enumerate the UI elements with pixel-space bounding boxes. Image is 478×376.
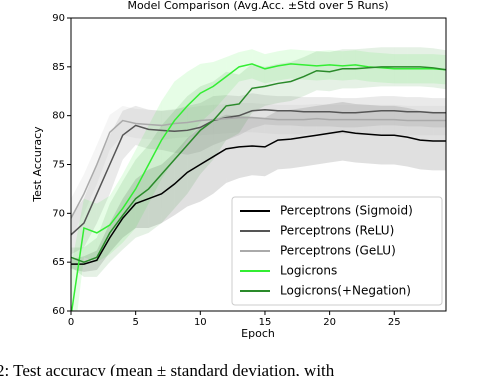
y-axis-label: Test Accuracy <box>31 126 44 203</box>
series-line <box>71 63 446 311</box>
x-tick-label: 20 <box>323 317 336 328</box>
std-band <box>122 159 136 250</box>
y-tick-label: 90 <box>52 13 65 24</box>
x-axis-label: Epoch <box>241 327 275 340</box>
std-band <box>239 63 253 134</box>
y-tick-label: 85 <box>52 62 65 73</box>
std-band <box>109 174 123 255</box>
std-band <box>213 95 227 145</box>
std-band <box>213 57 227 111</box>
y-tick-label: 75 <box>52 160 65 171</box>
legend-label: Perceptrons (GeLU) <box>280 244 396 258</box>
std-band <box>213 71 227 160</box>
series-line <box>71 109 446 236</box>
std-band <box>148 125 162 233</box>
y-tick-label: 65 <box>52 257 65 268</box>
std-band <box>187 127 201 207</box>
std-band <box>213 114 227 194</box>
legend-label: Perceptrons (ReLU) <box>280 224 394 238</box>
y-tick-label: 60 <box>52 306 65 317</box>
std-band <box>83 237 97 277</box>
std-band <box>109 105 123 150</box>
std-band <box>122 149 136 243</box>
legend-box <box>231 196 443 306</box>
x-tick-label: 25 <box>388 317 401 328</box>
std-band <box>174 138 188 216</box>
std-band <box>200 61 214 123</box>
x-tick-label: 0 <box>68 317 74 328</box>
chart-title: Model Comparison (Avg.Acc. ±Std over 5 R… <box>127 0 388 12</box>
std-band <box>252 63 265 113</box>
std-band <box>109 181 123 263</box>
std-band <box>226 52 240 97</box>
x-tick-label: 10 <box>194 317 207 328</box>
y-tick-label: 70 <box>52 208 65 219</box>
x-tick-label: 15 <box>259 317 272 328</box>
std-band <box>226 71 240 141</box>
std-band <box>200 81 214 175</box>
series-line <box>71 66 446 263</box>
legend-label: Logicrons(+Negation) <box>280 284 411 298</box>
std-band <box>96 203 110 277</box>
legend-label: Perceptrons (Sigmoid) <box>280 204 413 218</box>
std-band <box>239 93 253 136</box>
y-tick-label: 80 <box>52 111 65 122</box>
series-line <box>71 116 446 219</box>
std-band <box>226 114 240 184</box>
std-band <box>83 164 97 248</box>
std-band <box>83 250 97 272</box>
series-line <box>71 130 446 265</box>
std-band <box>109 110 123 194</box>
std-band <box>174 71 188 160</box>
std-band <box>122 105 136 160</box>
caption: 2: Test accuracy (mean ± standard deviat… <box>0 361 335 376</box>
x-tick-label: 5 <box>132 317 138 328</box>
legend-label: Logicrons <box>280 264 337 278</box>
std-band <box>135 144 149 238</box>
